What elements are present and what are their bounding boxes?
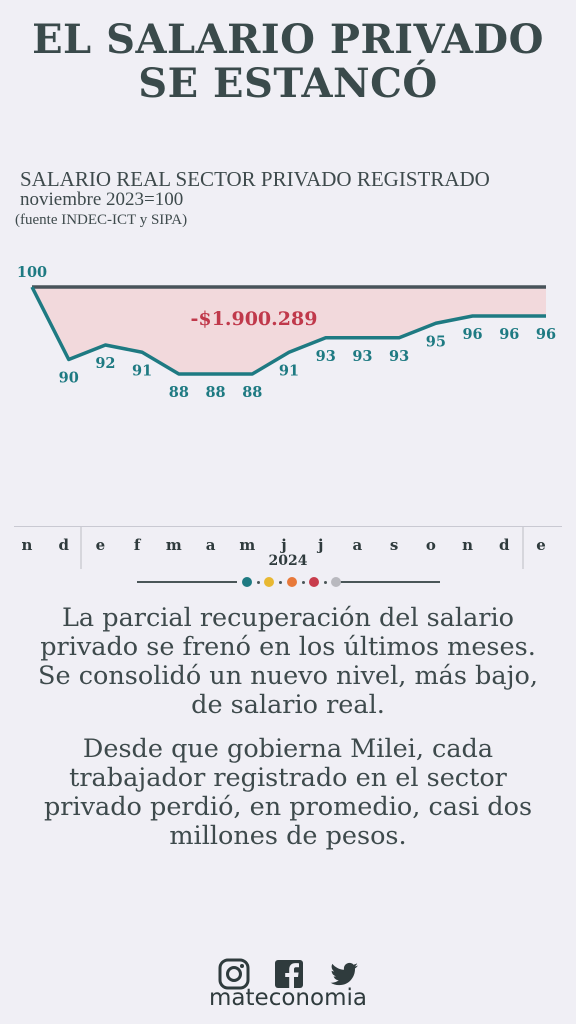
month-tick-label: a <box>352 536 363 554</box>
month-tick-label: m <box>165 536 182 554</box>
data-label: 91 <box>279 362 299 379</box>
month-tick-label: d <box>58 536 69 554</box>
paragraph-1: La parcial recuperación del salario priv… <box>38 603 538 720</box>
month-tick-label: m <box>239 536 256 554</box>
loss-area <box>32 287 546 374</box>
month-tick-label: o <box>425 536 436 554</box>
month-tick-label: d <box>499 536 510 554</box>
legend-rule-left <box>137 581 237 583</box>
data-label: 93 <box>316 348 336 365</box>
data-label: 100 <box>17 264 47 281</box>
year-separator-tick <box>80 527 82 569</box>
legend-dots <box>0 572 576 592</box>
legend-separator-dot <box>301 581 305 584</box>
title-line-1: EL SALARIO PRIVADO <box>32 16 544 63</box>
legend-rule-right <box>340 581 440 583</box>
chart-source: (fuente INDEC-ICT y SIPA) <box>15 212 188 228</box>
data-label: 90 <box>59 370 79 387</box>
facebook-icon[interactable] <box>273 958 305 990</box>
chart-base: noviembre 2023=100 <box>20 189 184 210</box>
legend-dot <box>287 577 297 587</box>
twitter-icon[interactable] <box>328 958 360 990</box>
legend-separator-dot <box>323 581 327 584</box>
data-label: 91 <box>132 362 152 379</box>
data-label: 88 <box>242 384 262 401</box>
data-label: 93 <box>389 348 409 365</box>
data-label: 96 <box>536 326 556 343</box>
axis-top-rule <box>14 526 562 527</box>
legend-separator-dot <box>256 581 260 584</box>
legend-dot <box>309 577 319 587</box>
legend-separator-dot <box>278 581 282 584</box>
page-title: EL SALARIO PRIVADO SE ESTANCÓ <box>0 18 576 106</box>
title-line-2: SE ESTANCÓ <box>138 60 438 107</box>
month-tick-label: n <box>462 536 474 554</box>
year-label: 2024 <box>268 553 308 569</box>
data-label: 95 <box>426 333 446 350</box>
data-label: 88 <box>205 384 225 401</box>
data-label: 88 <box>169 384 189 401</box>
salary-series-line <box>30 286 546 376</box>
instagram-icon[interactable] <box>218 958 250 990</box>
brand-logo-text: mateconomia <box>209 985 367 1011</box>
month-tick-label: n <box>21 536 33 554</box>
month-tick-label: s <box>389 536 399 554</box>
month-tick-label: e <box>536 536 546 554</box>
month-tick-label: a <box>205 536 216 554</box>
month-tick-label: j <box>317 536 324 554</box>
month-tick-label: f <box>133 536 141 554</box>
legend-dot <box>331 577 341 587</box>
data-label: 96 <box>499 326 519 343</box>
data-label: 96 <box>462 326 482 343</box>
legend-dot <box>242 577 252 587</box>
data-label: 93 <box>352 348 372 365</box>
paragraph-2: Desde que gobierna Milei, cada trabajado… <box>43 734 533 851</box>
year-separator-tick <box>522 527 524 569</box>
chart-subtitle: SALARIO REAL SECTOR PRIVADO REGISTRADO <box>20 167 490 191</box>
legend-dot <box>264 577 274 587</box>
salary-line-chart: 100 90 92 91 88 88 88 91 93 93 93 95 96 96 96 -$1.900.2… <box>17 264 556 401</box>
month-tick-label: j <box>281 536 287 554</box>
loss-annotation: -$1.900.289 <box>191 308 318 330</box>
data-label: 92 <box>95 355 115 372</box>
month-tick-label: e <box>95 536 106 554</box>
